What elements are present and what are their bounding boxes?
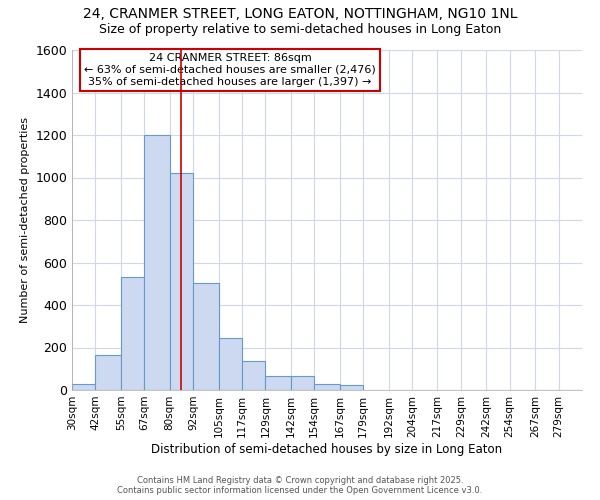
Bar [314,384,340,390]
Text: 24 CRANMER STREET: 86sqm
← 63% of semi-detached houses are smaller (2,476)
35% o: 24 CRANMER STREET: 86sqm ← 63% of semi-d… [84,54,376,86]
Bar [170,174,193,390]
Text: Size of property relative to semi-detached houses in Long Eaton: Size of property relative to semi-detach… [99,22,501,36]
Bar [242,362,265,390]
Y-axis label: Number of semi-detached properties: Number of semi-detached properties [20,117,30,323]
Bar [144,135,170,390]
Bar [291,376,314,390]
Bar [340,384,363,390]
Bar [72,384,95,390]
Bar [265,376,291,390]
Text: 24, CRANMER STREET, LONG EATON, NOTTINGHAM, NG10 1NL: 24, CRANMER STREET, LONG EATON, NOTTINGH… [83,8,517,22]
Bar [218,338,242,390]
Bar [95,355,121,390]
X-axis label: Distribution of semi-detached houses by size in Long Eaton: Distribution of semi-detached houses by … [151,442,503,456]
Bar [121,278,144,390]
Text: Contains HM Land Registry data © Crown copyright and database right 2025.
Contai: Contains HM Land Registry data © Crown c… [118,476,482,495]
Bar [193,282,218,390]
